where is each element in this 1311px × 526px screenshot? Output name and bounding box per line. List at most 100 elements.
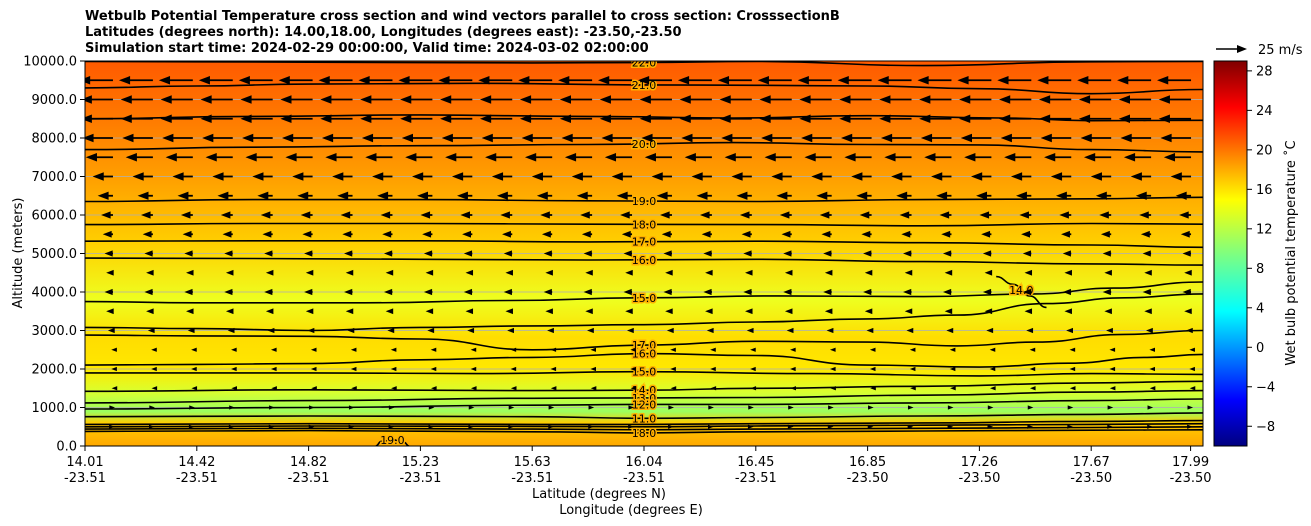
wind-vector-head <box>997 76 1009 85</box>
wind-vector-head <box>564 153 577 162</box>
wind-vector-head <box>1062 288 1071 296</box>
wind-vector-head <box>867 424 874 429</box>
wind-vector-head <box>787 424 794 429</box>
wind-vector-head <box>191 386 198 391</box>
wind-vector-head <box>750 366 756 372</box>
wind-vector-head <box>158 76 171 85</box>
wind-vector-head <box>982 288 992 296</box>
wind-vector-head <box>1144 308 1152 315</box>
wind-vector-head <box>205 153 217 162</box>
wind-vector-head <box>1059 211 1069 219</box>
wind-vector-head <box>1135 191 1147 200</box>
wind-vector-head <box>823 288 832 296</box>
wind-vector-head <box>225 269 234 276</box>
x-tick-label-lon: -23.51 <box>735 471 777 486</box>
contour-label: 16.0 <box>632 348 657 361</box>
x-axis-label-lat: Latitude (degrees N) <box>532 487 666 502</box>
wind-vector-head <box>507 327 514 334</box>
wind-vector-head <box>550 347 557 352</box>
wind-vector-head <box>280 95 292 104</box>
wind-vector-head <box>681 133 693 143</box>
wind-vector-head <box>670 386 677 391</box>
wind-vector-head <box>839 114 851 123</box>
wind-vector-head <box>224 288 233 296</box>
wind-vector-head <box>142 230 152 238</box>
wind-vector-head <box>724 153 736 162</box>
wind-vector-head <box>944 308 953 315</box>
wind-vector-head <box>590 347 597 352</box>
wind-vector-head <box>909 366 916 372</box>
wind-vector-head <box>604 153 617 162</box>
wind-vector-head <box>1040 133 1052 143</box>
contour-line <box>85 429 1203 434</box>
wind-vector-head <box>388 405 395 410</box>
wind-vector-head <box>467 327 475 334</box>
wind-vector-head <box>990 386 996 391</box>
contour-label: 16.0 <box>632 254 657 267</box>
contour-line <box>85 281 1203 304</box>
wind-vector-head <box>496 191 508 200</box>
wind-vector-head <box>823 250 832 257</box>
wind-vector-head <box>264 288 273 296</box>
contour-line <box>85 352 1203 368</box>
wind-vector-head <box>666 327 674 334</box>
wind-vector-head <box>668 405 675 410</box>
wind-vector-head <box>859 211 870 219</box>
wind-vector-head <box>691 172 703 181</box>
wind-vector-head <box>380 211 391 219</box>
wind-vector-head <box>1069 386 1076 391</box>
wind-vector-head <box>285 153 297 162</box>
wind-vector-head <box>987 405 994 410</box>
wind-vector-head <box>1066 327 1073 334</box>
wind-vector-head <box>425 308 434 315</box>
wind-vector-head <box>684 153 696 162</box>
wind-vector-head <box>260 211 271 219</box>
y-tick-label: 5000.0 <box>32 247 78 262</box>
wind-vector-head <box>821 230 831 238</box>
wind-vector-head <box>588 424 594 429</box>
wind-vector-head <box>184 250 193 257</box>
wind-vector-head <box>309 405 315 410</box>
contour-line <box>85 426 1203 431</box>
contour-line <box>85 398 1203 410</box>
wind-vector-head <box>85 76 91 85</box>
wind-vector-head <box>877 76 889 85</box>
y-axis-label: Altitude (meters) <box>11 198 26 309</box>
wind-vector-head <box>936 191 948 200</box>
wind-vector-head <box>910 386 916 391</box>
wind-vector-head <box>186 308 194 315</box>
wind-vector-head <box>826 327 834 334</box>
wind-vector-head <box>320 114 332 123</box>
wind-vector-head <box>1118 95 1131 104</box>
wind-vector-head <box>308 424 315 429</box>
wind-vector-head <box>321 133 334 143</box>
wind-vector-head <box>125 153 137 162</box>
wind-vector-head <box>191 347 197 352</box>
colorbar-tick-label: −4 <box>1256 380 1275 395</box>
wind-vector-head <box>571 172 583 181</box>
wind-vector-head <box>781 230 791 238</box>
wind-vector-head <box>829 366 836 372</box>
wind-vector-head <box>1100 230 1110 238</box>
wind-vector-head <box>1064 308 1072 315</box>
wind-vector-head <box>231 366 237 372</box>
wind-vector-head <box>292 172 304 181</box>
wind-vector-head <box>111 366 117 372</box>
wind-vector-head <box>1123 153 1136 162</box>
wind-vector-head <box>701 230 711 238</box>
x-tick-label-lon: -23.50 <box>1070 471 1112 486</box>
wind-vector-head <box>345 269 354 276</box>
contour-line <box>85 257 1203 266</box>
x-tick-label-lat: 16.85 <box>849 455 886 470</box>
wind-vector-head <box>839 95 851 104</box>
wind-vector-head <box>790 347 796 352</box>
wind-vector-head <box>1146 327 1153 334</box>
y-tick-label: 4000.0 <box>32 286 78 301</box>
wind-vector-head <box>656 191 668 200</box>
wind-vector-head <box>300 211 311 219</box>
wind-vector-head <box>252 172 264 181</box>
x-tick-label-lon: -23.50 <box>958 471 1000 486</box>
wind-vector-head <box>1099 211 1109 219</box>
wind-vector-head <box>85 133 94 143</box>
wind-vector-head <box>212 172 224 181</box>
